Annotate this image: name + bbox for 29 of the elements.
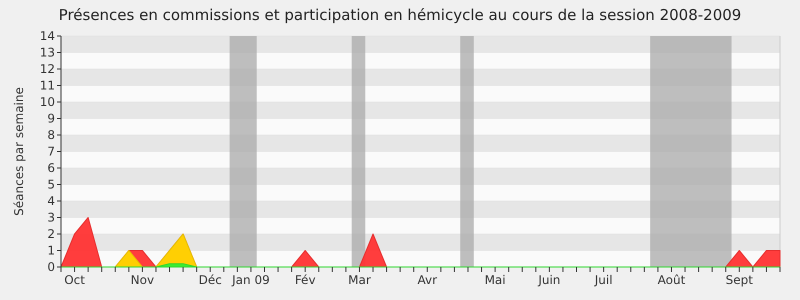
x-tick-label: Mar: [348, 273, 371, 287]
y-tick-label: 14: [40, 29, 55, 43]
x-tick-label: Août: [658, 273, 686, 287]
x-tick-label: Nov: [130, 273, 154, 287]
x-tick-label: Jan 09: [231, 273, 270, 287]
x-tick-label: Avr: [418, 273, 438, 287]
y-tick-label: 11: [40, 78, 55, 92]
x-tick-label: Mai: [484, 273, 506, 287]
y-tick-label: 8: [47, 128, 55, 142]
chart-title: Présences en commissions et participation en hémicycle au cours de la session 2008-2009: [58, 6, 742, 24]
x-tick-label: Oct: [64, 273, 86, 287]
y-axis-title: Séances par semaine: [12, 87, 26, 216]
x-tick-label: Fév: [294, 273, 316, 287]
y-tick-label: 9: [47, 112, 55, 126]
y-tick-label: 7: [47, 144, 55, 158]
x-tick-label: Sept: [726, 273, 754, 287]
x-tick-label: Juil: [594, 273, 613, 287]
x-tick-label: Juin: [537, 273, 560, 287]
y-tick-label: 1: [47, 244, 55, 258]
y-tick-label: 2: [47, 227, 55, 241]
y-tick-label: 10: [40, 95, 55, 109]
y-tick-label: 0: [47, 260, 55, 274]
y-tick-label: 4: [47, 194, 55, 208]
x-tick-label: Déc: [198, 273, 222, 287]
y-tick-label: 3: [47, 210, 55, 224]
y-tick-label: 5: [47, 178, 55, 192]
y-tick-label: 12: [40, 62, 55, 76]
y-tick-label: 13: [40, 46, 55, 60]
y-tick-label: 6: [47, 161, 55, 175]
